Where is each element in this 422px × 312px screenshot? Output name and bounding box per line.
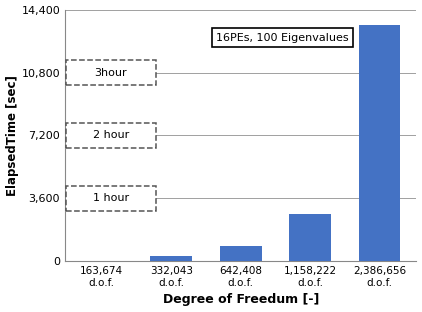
X-axis label: Degree of Freedum [-]: Degree of Freedum [-] <box>162 294 319 306</box>
Text: 1 hour: 1 hour <box>93 193 129 203</box>
FancyBboxPatch shape <box>66 123 156 148</box>
Bar <box>359 25 400 261</box>
Text: 16PEs, 100 Eigenvalues: 16PEs, 100 Eigenvalues <box>216 32 349 42</box>
Y-axis label: ElapsedTime [sec]: ElapsedTime [sec] <box>5 75 19 196</box>
Text: 2 hour: 2 hour <box>93 130 129 140</box>
Bar <box>150 256 192 261</box>
Text: 3hour: 3hour <box>95 67 127 77</box>
Bar <box>220 246 262 261</box>
FancyBboxPatch shape <box>66 186 156 211</box>
Bar <box>289 214 331 261</box>
FancyBboxPatch shape <box>66 60 156 85</box>
